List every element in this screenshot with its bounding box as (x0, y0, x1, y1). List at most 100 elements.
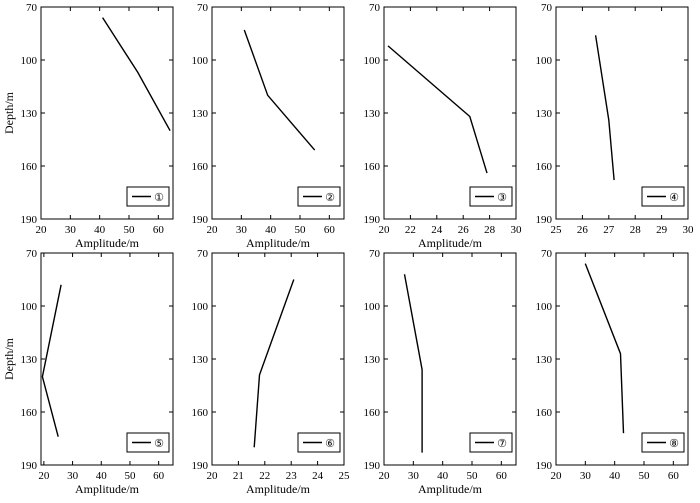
x-tick-label: 22 (405, 224, 416, 236)
legend-label: ② (325, 192, 335, 204)
legend-label: ⑦ (497, 438, 507, 450)
series-line-4 (594, 35, 615, 181)
x-tick-label: 50 (639, 470, 651, 482)
x-tick-label: 25 (339, 470, 351, 482)
x-tick-label: 26 (577, 224, 589, 236)
chart-panel-1: 20 30 40 50 60 70 100 130 160 190 Amplitude/m Depth… (2, 2, 174, 250)
series-line-5 (41, 284, 62, 437)
x-tick-label: 20 (379, 224, 391, 236)
x-axis-label: Amplitude/m (246, 482, 311, 496)
y-tick-label: 130 (364, 354, 381, 366)
y-tick-label: 130 (21, 108, 38, 120)
y-tick-label: 70 (197, 248, 209, 260)
x-tick-label: 21 (233, 470, 244, 482)
series-line-1 (102, 17, 171, 132)
legend-label: ⑤ (154, 438, 164, 450)
y-tick-label: 130 (536, 354, 553, 366)
x-tick-label: 20 (207, 470, 219, 482)
x-tick-label: 40 (96, 470, 108, 482)
y-tick-label: 130 (21, 354, 38, 366)
x-tick-label: 60 (668, 470, 680, 482)
x-tick-label: 20 (36, 224, 48, 236)
x-tick-label: 50 (124, 224, 136, 236)
y-tick-label: 70 (26, 248, 38, 260)
x-axis-label: Amplitude/m (418, 482, 483, 496)
y-axis-label: Depth/m (2, 91, 16, 134)
y-tick-label: 190 (364, 214, 381, 226)
x-tick-label: 50 (295, 224, 307, 236)
y-tick-label: 100 (192, 301, 209, 313)
legend-label: ⑥ (325, 438, 335, 450)
chart-panel-7: 20 30 40 50 60 70 100 130 160 190 Amplitude/m ⑦ (364, 248, 517, 496)
x-tick-label: 60 (153, 470, 165, 482)
x-tick-label: 60 (496, 470, 508, 482)
y-tick-label: 70 (197, 2, 209, 14)
legend-label: ④ (669, 192, 679, 204)
x-tick-label: 30 (65, 224, 77, 236)
x-tick-label: 24 (431, 224, 443, 236)
y-tick-label: 100 (536, 55, 553, 67)
y-tick-label: 130 (536, 108, 553, 120)
y-tick-label: 190 (192, 214, 209, 226)
legend-label: ⑧ (669, 438, 679, 450)
y-tick-label: 160 (364, 161, 381, 173)
x-tick-label: 22 (259, 470, 270, 482)
y-tick-label: 130 (192, 354, 209, 366)
y-tick-label: 190 (536, 460, 553, 472)
y-tick-label: 190 (21, 460, 38, 472)
x-tick-label: 40 (437, 470, 449, 482)
x-tick-label: 28 (630, 224, 642, 236)
x-axis-label: Amplitude/m (246, 236, 311, 250)
x-tick-label: 60 (324, 224, 336, 236)
chart-panel-8: 20 30 40 50 60 70 100 130 160 190 ⑧ (536, 248, 689, 482)
x-tick-label: 20 (38, 470, 50, 482)
chart-panel-3: 20 22 24 26 28 30 70 100 130 160 190 Amplitude/m ③ (364, 2, 523, 250)
y-tick-label: 130 (364, 108, 381, 120)
x-tick-label: 40 (94, 224, 106, 236)
chart-panel-5: 20 30 40 50 60 70 100 130 160 190 Amplitude/m Depth… (2, 248, 174, 496)
y-tick-label: 160 (364, 407, 381, 419)
x-tick-label: 50 (124, 470, 136, 482)
y-axis-label: Depth/m (2, 337, 16, 380)
x-tick-label: 27 (603, 224, 615, 236)
x-tick-label: 29 (656, 224, 668, 236)
x-tick-label: 20 (551, 470, 563, 482)
y-tick-label: 100 (364, 301, 381, 313)
series-line-6 (253, 279, 295, 448)
y-tick-label: 70 (369, 2, 381, 14)
y-tick-label: 160 (21, 407, 38, 419)
series-line-3 (387, 45, 488, 174)
x-axis-label: Amplitude/m (75, 236, 140, 250)
x-tick-label: 20 (207, 224, 219, 236)
x-tick-label: 26 (458, 224, 470, 236)
x-tick-label: 30 (683, 224, 695, 236)
series-line-2 (243, 29, 316, 151)
x-tick-label: 30 (580, 470, 592, 482)
y-tick-label: 70 (541, 248, 553, 260)
y-tick-label: 100 (192, 55, 209, 67)
x-tick-label: 25 (551, 224, 563, 236)
chart-panel-4: 25 26 27 28 29 30 70 100 130 160 190 ④ (536, 2, 695, 236)
x-tick-label: 28 (484, 224, 496, 236)
y-tick-label: 100 (21, 301, 38, 313)
y-tick-label: 70 (369, 248, 381, 260)
series-line-7 (403, 274, 423, 453)
x-tick-label: 30 (511, 224, 523, 236)
y-tick-label: 160 (21, 161, 38, 173)
y-tick-label: 160 (192, 407, 209, 419)
y-tick-label: 160 (536, 161, 553, 173)
x-tick-label: 60 (153, 224, 165, 236)
x-tick-label: 50 (467, 470, 479, 482)
x-tick-label: 23 (286, 470, 298, 482)
x-tick-label: 24 (312, 470, 324, 482)
y-tick-label: 190 (364, 460, 381, 472)
y-tick-label: 100 (536, 301, 553, 313)
x-tick-label: 40 (609, 470, 621, 482)
y-tick-label: 190 (536, 214, 553, 226)
y-tick-label: 130 (192, 108, 209, 120)
x-tick-label: 40 (265, 224, 277, 236)
x-axis-label: Amplitude/m (418, 236, 483, 250)
x-tick-label: 30 (67, 470, 79, 482)
x-tick-label: 30 (236, 224, 248, 236)
